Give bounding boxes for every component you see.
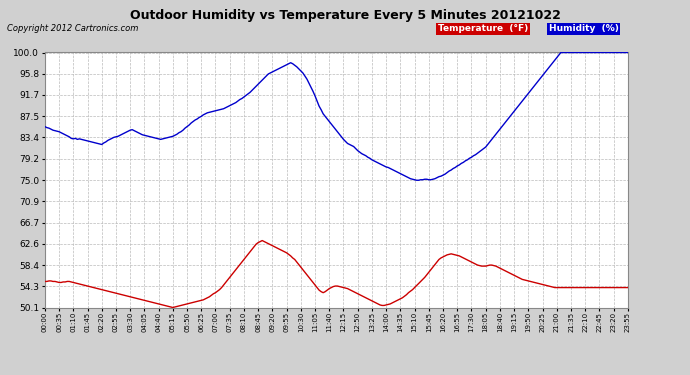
- Text: Temperature  (°F): Temperature (°F): [438, 24, 529, 33]
- Text: Humidity  (%): Humidity (%): [549, 24, 618, 33]
- Text: Copyright 2012 Cartronics.com: Copyright 2012 Cartronics.com: [7, 24, 138, 33]
- Text: Outdoor Humidity vs Temperature Every 5 Minutes 20121022: Outdoor Humidity vs Temperature Every 5 …: [130, 9, 560, 22]
